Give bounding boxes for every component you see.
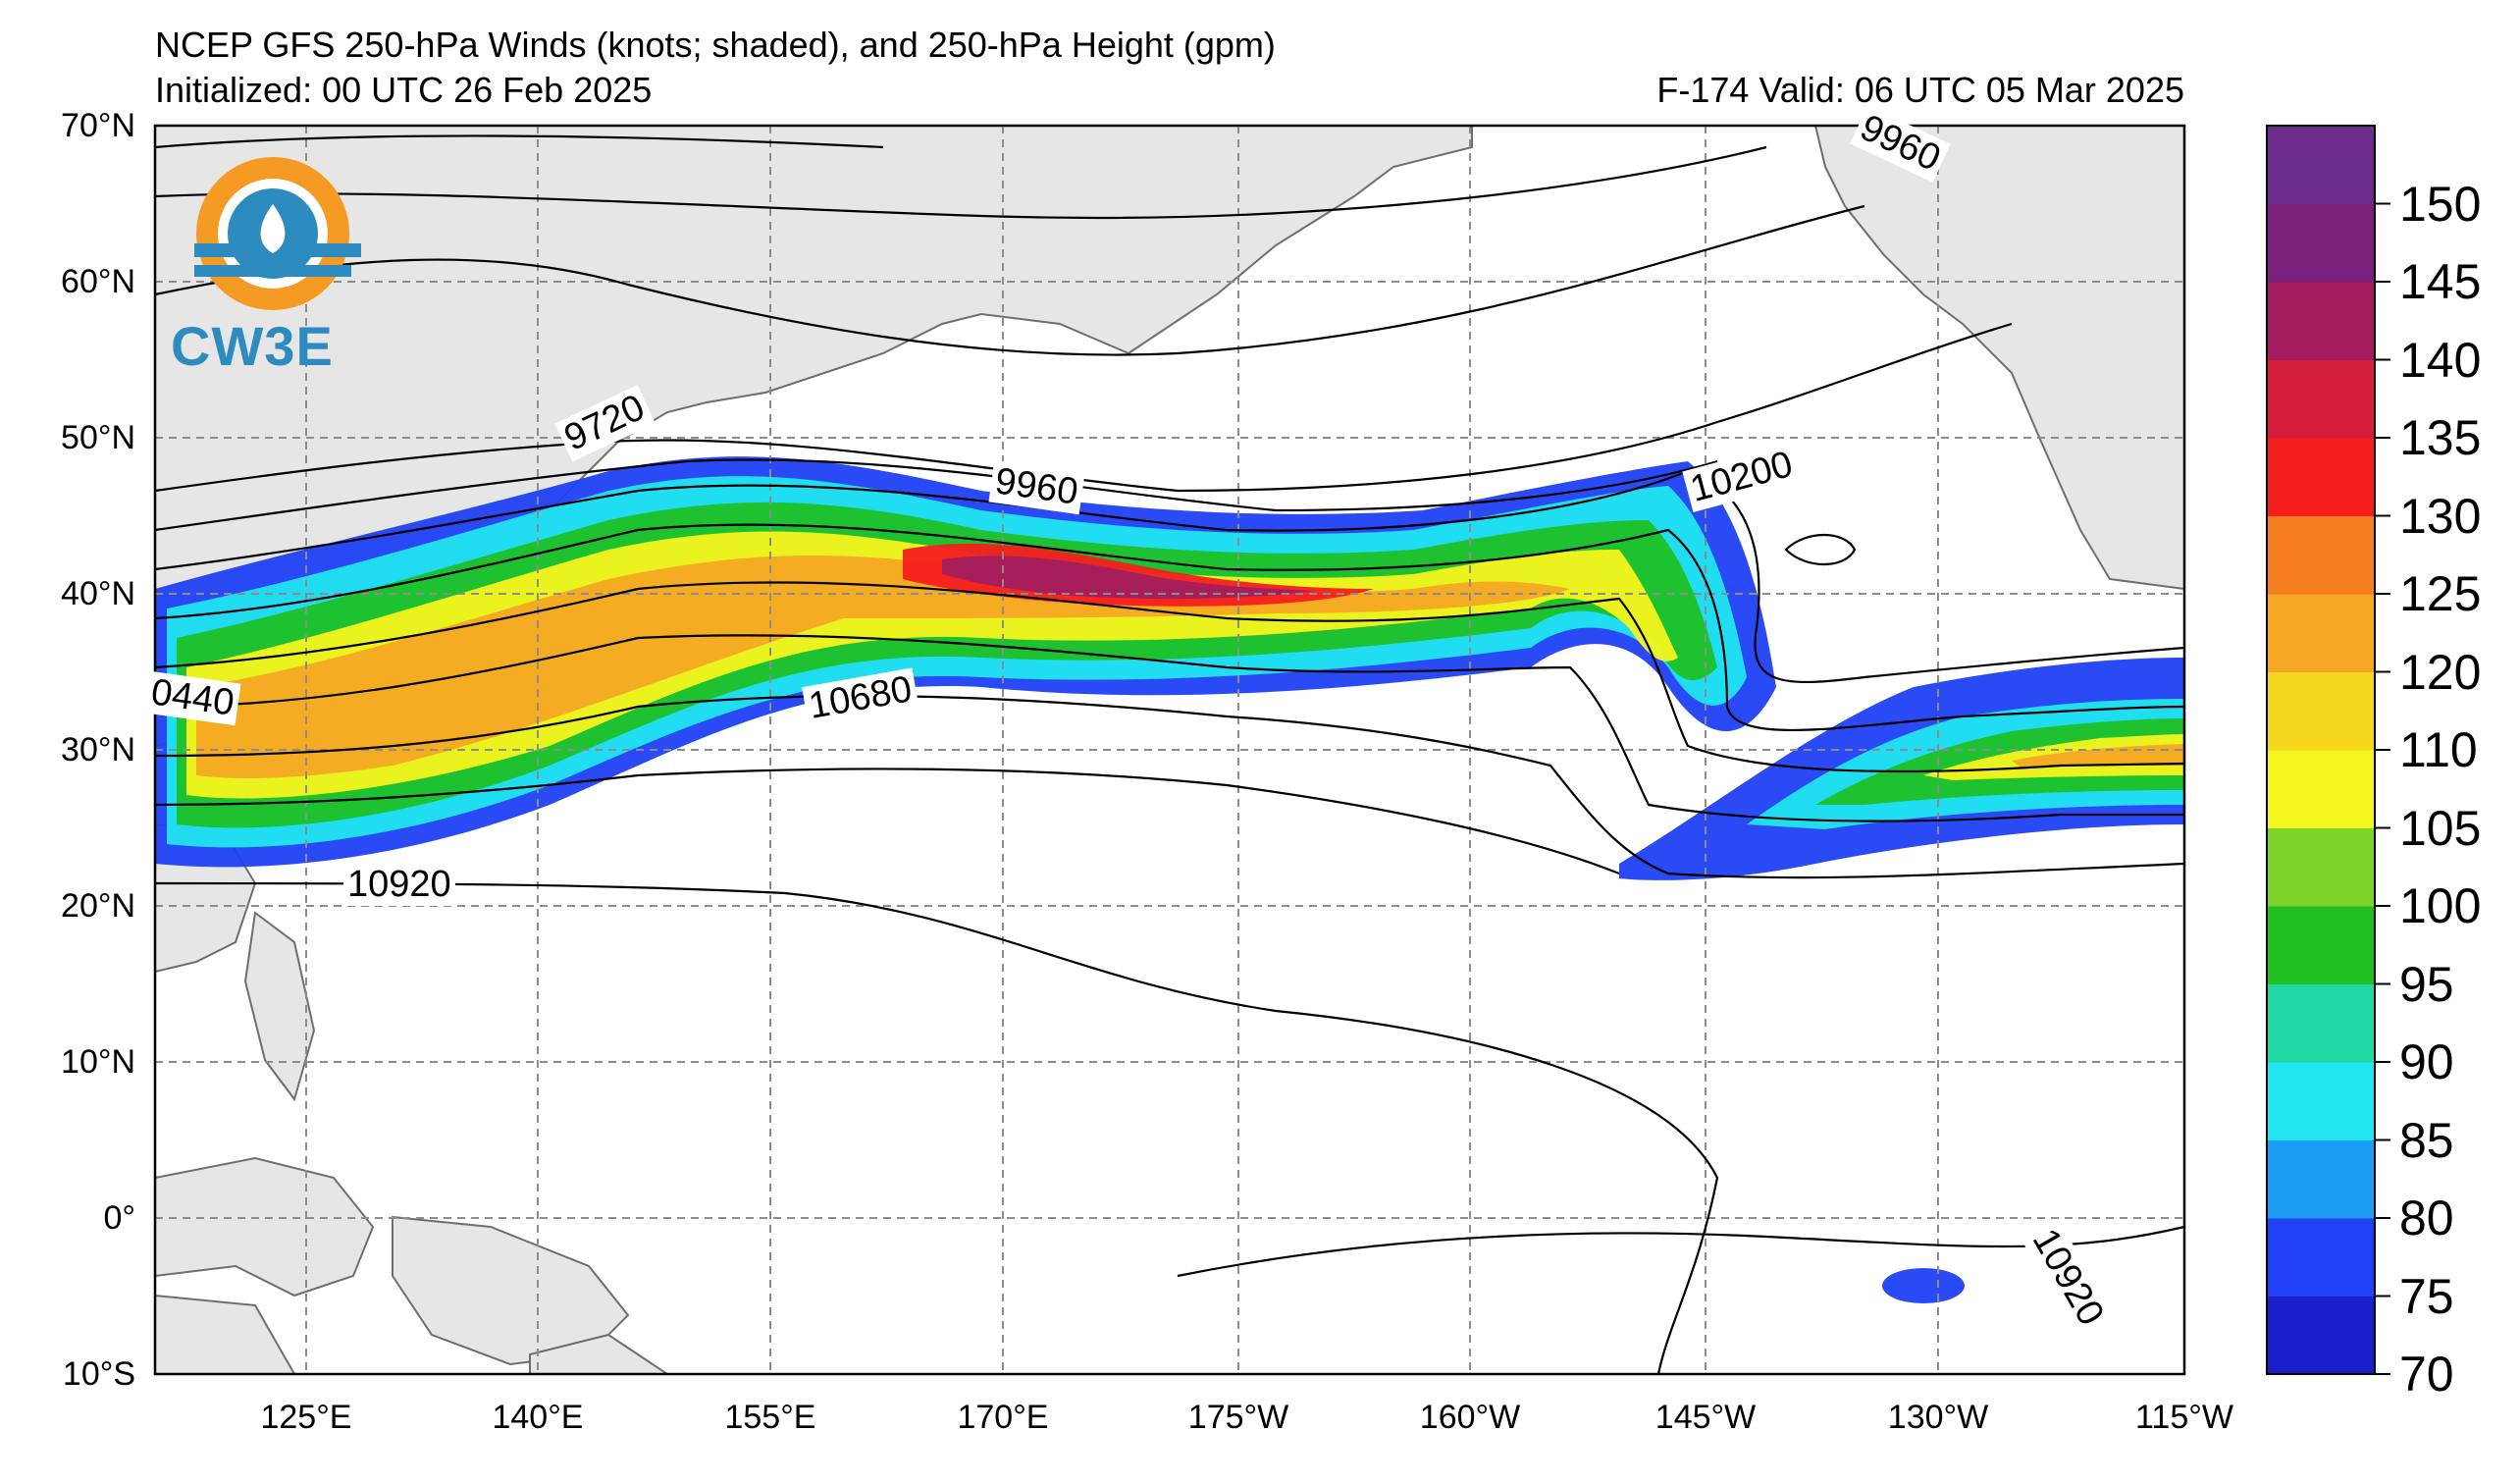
colorbar-swatch (2267, 1218, 2375, 1297)
colorbar-tick-label: 100 (2399, 878, 2482, 933)
latitude-label: 50°N (61, 419, 135, 456)
colorbar-swatch (2267, 1139, 2375, 1219)
latitude-label: 20°N (61, 887, 135, 925)
contour-label: 10920 (343, 864, 455, 906)
map-title: NCEP GFS 250-hPa Winds (knots; shaded), … (155, 25, 1276, 65)
plot-frame (153, 124, 2186, 1376)
longitude-label: 160°W (1419, 1399, 1521, 1436)
colorbar-tick-label: 125 (2399, 566, 2482, 621)
longitude-label: 115°W (2135, 1399, 2233, 1436)
colorbar-swatch (2267, 671, 2375, 751)
colorbar-tick-label: 145 (2399, 254, 2482, 309)
latitude-label: 10°S (62, 1355, 135, 1393)
colorbar-swatch (2267, 515, 2375, 595)
latitude-label: 10°N (61, 1043, 135, 1081)
colorbar-tick-label: 95 (2399, 956, 2454, 1012)
colorbar-swatch (2267, 1062, 2375, 1140)
colorbar-tick-label: 70 (2399, 1347, 2454, 1402)
colorbar-tick-label: 120 (2399, 644, 2482, 700)
colorbar-tick-label: 90 (2399, 1034, 2454, 1089)
longitude-label: 145°W (1654, 1399, 1757, 1436)
graticule (155, 126, 2184, 1374)
colorbar-tick-label: 105 (2399, 800, 2482, 856)
colorbar-tick-label: 85 (2399, 1112, 2454, 1168)
longitude-label: 130°W (1887, 1399, 1989, 1436)
colorbar-tick-label: 80 (2399, 1191, 2454, 1245)
valid-time: F-174 Valid: 06 UTC 05 Mar 2025 (1656, 70, 2184, 110)
logo-text: CW3E (171, 315, 334, 377)
initialized-time: Initialized: 00 UTC 26 Feb 2025 (155, 70, 653, 110)
colorbar-swatch (2267, 906, 2375, 984)
colorbar (2267, 126, 2390, 1375)
longitude-label: 125°E (260, 1399, 352, 1436)
colorbar-tick-label: 130 (2399, 488, 2482, 544)
colorbar-tick-label: 140 (2399, 332, 2482, 388)
colorbar-swatch (2267, 750, 2375, 828)
latitude-label: 70°N (61, 107, 135, 144)
colorbar-swatch (2267, 282, 2375, 360)
longitude-label: 140°E (492, 1399, 584, 1436)
colorbar-swatch (2267, 827, 2375, 907)
colorbar-tick-label: 150 (2399, 176, 2482, 232)
colorbar-swatch (2267, 359, 2375, 439)
longitude-label: 175°W (1187, 1399, 1289, 1436)
longitude-label: 155°E (724, 1399, 816, 1436)
colorbar-tick-label: 75 (2399, 1268, 2454, 1324)
cw3e-logo-icon (194, 157, 361, 310)
latitude-label: 60°N (61, 263, 135, 300)
colorbar-tick-label: 110 (2399, 722, 2478, 777)
longitude-label: 170°E (957, 1399, 1049, 1436)
colorbar-swatch (2267, 594, 2375, 672)
latitude-label: 30°N (61, 731, 135, 768)
colorbar-frame (2266, 125, 2376, 1375)
colorbar-swatch (2267, 438, 2375, 516)
colorbar-swatch (2267, 126, 2375, 204)
colorbar-swatch (2267, 203, 2375, 283)
colorbar-swatch (2267, 1296, 2375, 1375)
latitude-label: 40°N (61, 575, 135, 612)
colorbar-tick-label: 135 (2399, 410, 2482, 465)
colorbar-swatch (2267, 983, 2375, 1063)
height-contours (155, 134, 2184, 1374)
latitude-label: 0° (103, 1199, 135, 1237)
